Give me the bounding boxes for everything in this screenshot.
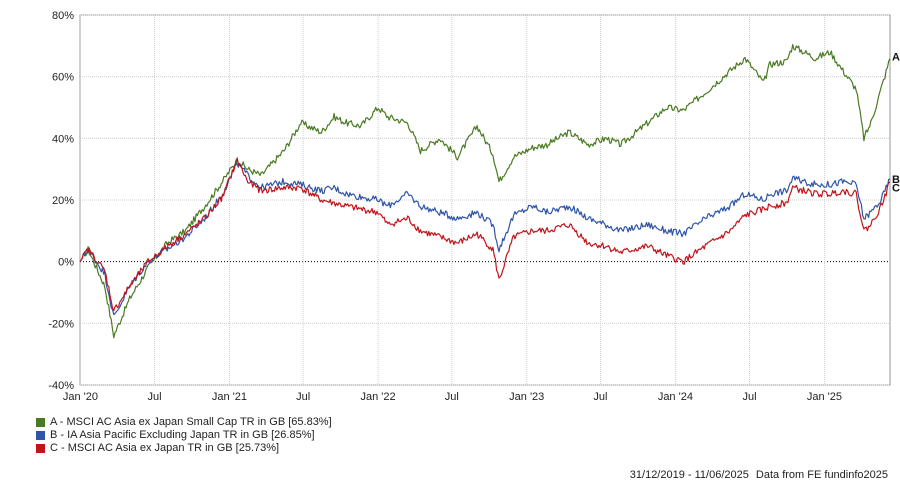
legend-swatch-c [36, 444, 45, 453]
y-tick-label: 20% [52, 195, 74, 207]
series-line-b [79, 161, 891, 316]
series-line-a [79, 43, 891, 339]
legend-swatch-a [36, 418, 45, 427]
y-tick-label: 0% [58, 257, 74, 269]
chart-axis-labels: 80% 60% 40% 20% 0% -20% -40%Jan '20 Jul Jan '21 J… [48, 10, 900, 400]
legend-item-c: C - MSCI AC Asia ex Japan TR in GB [25.7… [36, 442, 332, 455]
series-end-label-a: A [892, 52, 900, 64]
x-tick-label: Jan '21 [212, 391, 247, 400]
legend-item-a: A - MSCI AC Asia ex Japan Small Cap TR i… [36, 416, 332, 429]
y-tick-label: -20% [48, 318, 74, 330]
x-tick-label: Jul [296, 391, 310, 400]
x-tick-label: Jan '22 [361, 391, 396, 400]
y-tick-label: -40% [48, 380, 74, 392]
x-tick-label: Jul [742, 391, 756, 400]
chart-footer: 31/12/2019 - 11/06/2025 Data from FE fun… [630, 469, 888, 481]
x-tick-label: Jul [147, 391, 161, 400]
x-tick-label: Jan '25 [807, 391, 842, 400]
series-end-label-c: C [892, 182, 900, 194]
series-line-c [79, 158, 891, 312]
line-chart: 80% 60% 40% 20% 0% -20% -40%Jan '20 Jul Jan '21 J… [48, 10, 900, 400]
legend-label-b: B - IA Asia Pacific Excluding Japan TR i… [50, 429, 315, 441]
series-end-label-b: B [892, 174, 900, 186]
x-tick-label: Jan '24 [658, 391, 693, 400]
legend-swatch-b [36, 431, 45, 440]
footer-date-range: 31/12/2019 - 11/06/2025 [629, 469, 749, 481]
chart-grid [79, 14, 891, 386]
legend-label-c: C - MSCI AC Asia ex Japan TR in GB [25.7… [50, 442, 280, 454]
x-tick-label: Jul [593, 391, 607, 400]
footer-source: Data from FE fundinfo2025 [755, 469, 888, 481]
x-tick-label: Jan '23 [509, 391, 544, 400]
y-tick-label: 80% [52, 10, 74, 22]
legend-item-b: B - IA Asia Pacific Excluding Japan TR i… [36, 429, 332, 442]
y-tick-label: 60% [52, 72, 74, 84]
x-tick-label: Jan '20 [63, 391, 98, 400]
legend-label-a: A - MSCI AC Asia ex Japan Small Cap TR i… [50, 416, 332, 428]
chart-series [79, 43, 891, 339]
y-tick-label: 40% [52, 133, 74, 145]
chart-legend: A - MSCI AC Asia ex Japan Small Cap TR i… [36, 416, 332, 455]
x-tick-label: Jul [445, 391, 459, 400]
